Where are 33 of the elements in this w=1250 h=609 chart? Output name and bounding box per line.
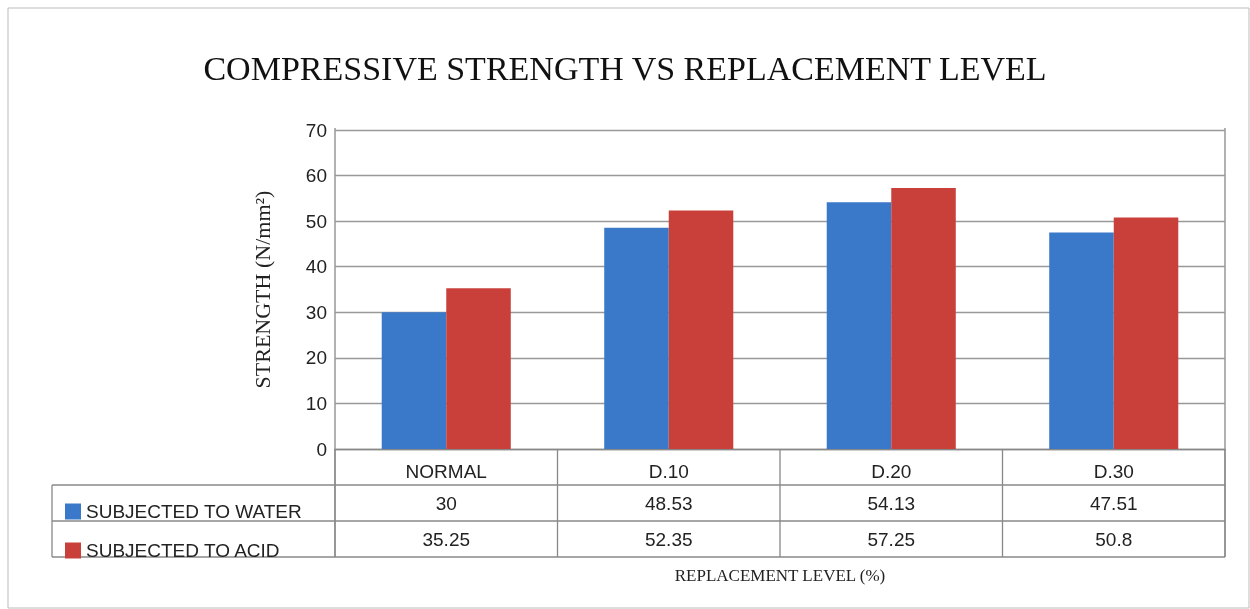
bar — [1113, 217, 1179, 449]
data-label: 35.25 — [422, 528, 471, 550]
data-label: 57.25 — [867, 528, 916, 550]
bar — [604, 227, 669, 449]
y-tick-label: 30 — [305, 301, 327, 323]
bar — [381, 312, 447, 449]
x-tick-label: D.10 — [648, 461, 689, 482]
chart-title: COMPRESSIVE STRENGTH VS REPLACEMENT LEVEL — [203, 49, 1047, 87]
x-axis-title: REPLACEMENT LEVEL (%) — [674, 566, 886, 585]
x-tick-label: D.30 — [1093, 461, 1134, 482]
x-tick-label: NORMAL — [405, 461, 487, 482]
y-tick-label: 40 — [305, 256, 327, 278]
y-tick-label: 50 — [305, 210, 327, 232]
y-tick-label: 70 — [305, 119, 327, 141]
bar — [1049, 232, 1114, 449]
data-label: 30 — [435, 492, 457, 514]
bar — [668, 210, 734, 449]
y-tick-label: 20 — [305, 347, 327, 369]
data-label: 50.8 — [1095, 528, 1133, 550]
data-label: 47.51 — [1089, 492, 1138, 514]
x-tick-label: D.20 — [871, 461, 912, 482]
y-tick-label: 0 — [316, 438, 327, 460]
bar — [446, 288, 511, 449]
data-label: 48.53 — [644, 492, 693, 514]
bar — [826, 202, 892, 449]
y-tick-label: 10 — [305, 392, 327, 414]
data-label: 54.13 — [867, 492, 916, 514]
legend-label: SUBJECTED TO ACID — [86, 540, 280, 561]
y-axis-title: STRENGTH (N/mm²) — [249, 190, 275, 389]
legend-label: SUBJECTED TO WATER — [86, 501, 302, 522]
data-label: 52.35 — [644, 528, 693, 550]
y-tick-label: 60 — [305, 165, 327, 187]
bar — [891, 188, 956, 449]
